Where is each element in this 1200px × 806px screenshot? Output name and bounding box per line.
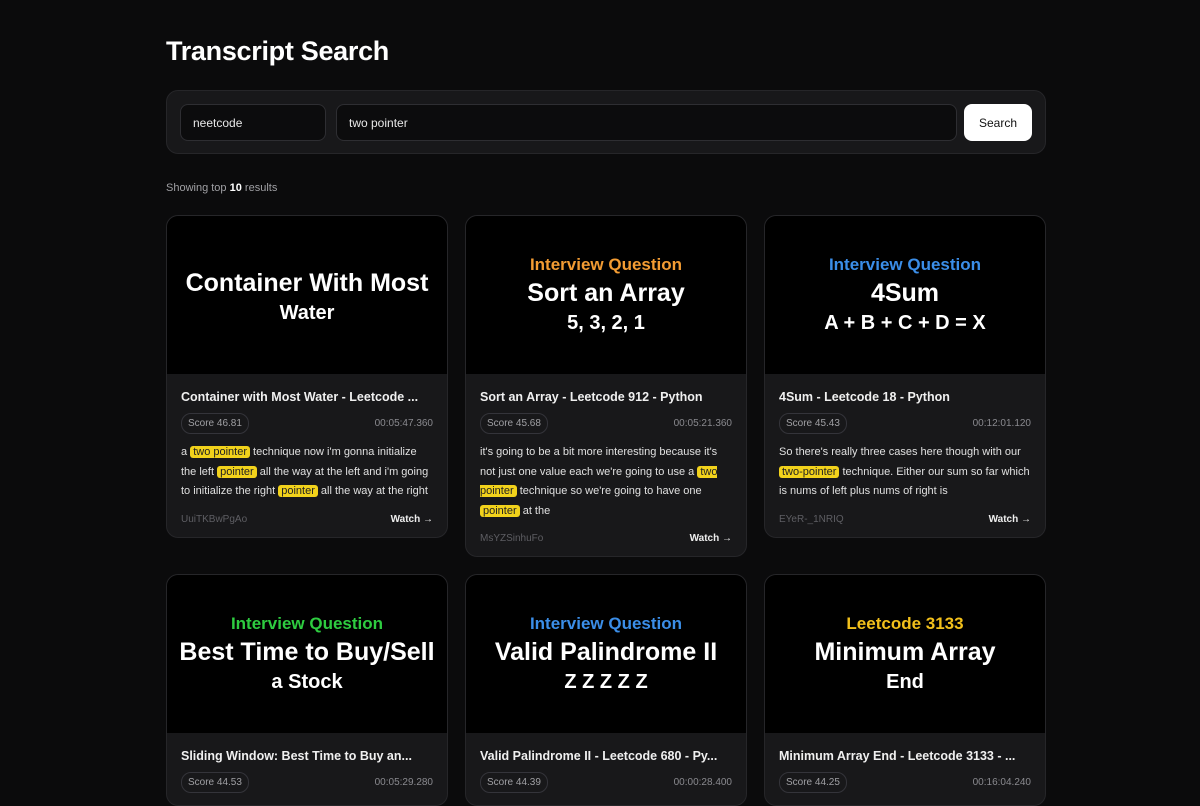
thumbnail-title: Best Time to Buy/Sell xyxy=(179,638,435,666)
score-badge: Score 44.39 xyxy=(480,772,548,793)
video-thumbnail[interactable]: Interview Question Valid Palindrome II Z… xyxy=(466,575,746,733)
video-thumbnail[interactable]: Container With Most Water xyxy=(167,216,447,374)
snippet-text: a xyxy=(181,446,191,458)
snippet-text: all the way at the left and i'm going to… xyxy=(181,465,429,498)
thumbnail-title: 4Sum xyxy=(870,279,940,307)
thumbnail-subtitle: A + B + C + D = X xyxy=(824,312,986,334)
video-thumbnail[interactable]: Interview Question Best Time to Buy/Sell… xyxy=(167,575,447,733)
thumbnail-subtitle: 5, 3, 2, 1 xyxy=(567,312,645,334)
channel-input[interactable] xyxy=(180,104,326,141)
video-title: Container with Most Water - Leetcode ... xyxy=(181,390,419,404)
watch-link[interactable]: Watch → xyxy=(689,533,732,544)
thumbnail-caption: Interview Question xyxy=(529,255,683,274)
summary-prefix: Showing top xyxy=(166,182,227,194)
transcript-snippet: a two pointer technique now i'm gonna in… xyxy=(181,443,433,502)
thumbnail-title: Sort an Array xyxy=(527,279,685,307)
thumbnail-subtitle: a Stock xyxy=(271,671,343,693)
thumbnail-title: Valid Palindrome II xyxy=(494,638,718,666)
snippet-text: technique. Either our sum so far which i… xyxy=(779,465,1030,498)
timestamp: 00:05:21.360 xyxy=(673,418,732,429)
result-card: Container With Most Water Container with… xyxy=(166,215,448,538)
watch-link[interactable]: Watch → xyxy=(390,513,433,525)
video-thumbnail[interactable]: Interview Question Sort an Array 5, 3, 2… xyxy=(466,216,746,374)
result-card: Leetcode 3133 Minimum Array End Minimum … xyxy=(764,574,1046,806)
watch-link[interactable]: Watch → xyxy=(988,513,1031,525)
snippet-text: at the xyxy=(519,504,551,517)
thumbnail-caption: Interview Question xyxy=(230,614,384,633)
thumbnail-subtitle: Z Z Z Z Z xyxy=(564,671,648,693)
result-card: Interview Question 4Sum A + B + C + D = … xyxy=(764,215,1046,538)
transcript-snippet: So there's really three cases here thoug… xyxy=(779,443,1031,502)
video-id: MsYZSinhuFo xyxy=(480,533,544,544)
score-badge: Score 44.25 xyxy=(779,772,847,793)
thumbnail-caption: Interview Question xyxy=(529,614,683,633)
timestamp: 00:05:47.360 xyxy=(374,418,433,429)
query-input[interactable] xyxy=(336,104,957,141)
score-badge: Score 45.68 xyxy=(480,413,548,434)
timestamp: 00:16:04.240 xyxy=(972,777,1031,788)
video-id: EYeR-_1NRIQ xyxy=(779,513,844,525)
results-grid: Container With Most Water Container with… xyxy=(166,215,1046,806)
thumbnail-subtitle: End xyxy=(886,671,924,693)
timestamp: 00:00:28.400 xyxy=(673,777,732,788)
timestamp: 00:12:01.120 xyxy=(972,418,1031,429)
search-button[interactable]: Search xyxy=(964,104,1032,141)
video-title: 4Sum - Leetcode 18 - Python xyxy=(779,390,950,404)
timestamp: 00:05:29.280 xyxy=(374,777,433,788)
snippet-text: technique now i'm gonna initialize the l… xyxy=(181,446,417,478)
highlight: two-pointer xyxy=(779,465,840,478)
result-count: 10 xyxy=(229,182,242,194)
video-id: UuiTKBwPgAo xyxy=(181,513,248,525)
video-title: Minimum Array End - Leetcode 3133 - ... xyxy=(779,749,1016,763)
page-title: Transcript Search xyxy=(166,36,390,66)
highlight: two pointer xyxy=(190,446,250,458)
thumbnail-title: Container With Most xyxy=(185,269,429,297)
highlight: pointer xyxy=(480,504,520,517)
results-summary: Showing top 10 results xyxy=(166,182,277,194)
thumbnail-caption: Leetcode 3133 xyxy=(846,614,964,633)
thumbnail-caption: Interview Question xyxy=(828,255,982,274)
transcript-snippet: it's going to be a bit more interesting … xyxy=(480,443,732,521)
score-badge: Score 45.43 xyxy=(779,413,847,434)
highlight: pointer xyxy=(217,465,257,478)
video-title: Sliding Window: Best Time to Buy an... xyxy=(181,749,412,763)
result-card: Interview Question Sort an Array 5, 3, 2… xyxy=(465,215,747,557)
highlight: pointer xyxy=(278,485,318,497)
thumbnail-title: Minimum Array xyxy=(814,638,996,666)
video-thumbnail[interactable]: Interview Question 4Sum A + B + C + D = … xyxy=(765,216,1045,374)
score-badge: Score 46.81 xyxy=(181,413,249,434)
snippet-text: all the way at the right xyxy=(317,485,428,497)
result-card: Interview Question Valid Palindrome II Z… xyxy=(465,574,747,806)
video-title: Sort an Array - Leetcode 912 - Python xyxy=(480,390,703,404)
video-thumbnail[interactable]: Leetcode 3133 Minimum Array End xyxy=(765,575,1045,733)
score-badge: Score 44.53 xyxy=(181,772,249,793)
search-bar: Search xyxy=(166,90,1046,154)
result-card: Interview Question Best Time to Buy/Sell… xyxy=(166,574,448,806)
snippet-text: technique so we're going to have one xyxy=(516,485,702,497)
snippet-text: it's going to be a bit more interesting … xyxy=(480,446,718,478)
summary-suffix: results xyxy=(244,182,278,194)
snippet-text: So there's really three cases here thoug… xyxy=(779,446,1021,458)
thumbnail-subtitle: Water xyxy=(279,302,335,324)
video-title: Valid Palindrome II - Leetcode 680 - Py.… xyxy=(480,749,718,763)
